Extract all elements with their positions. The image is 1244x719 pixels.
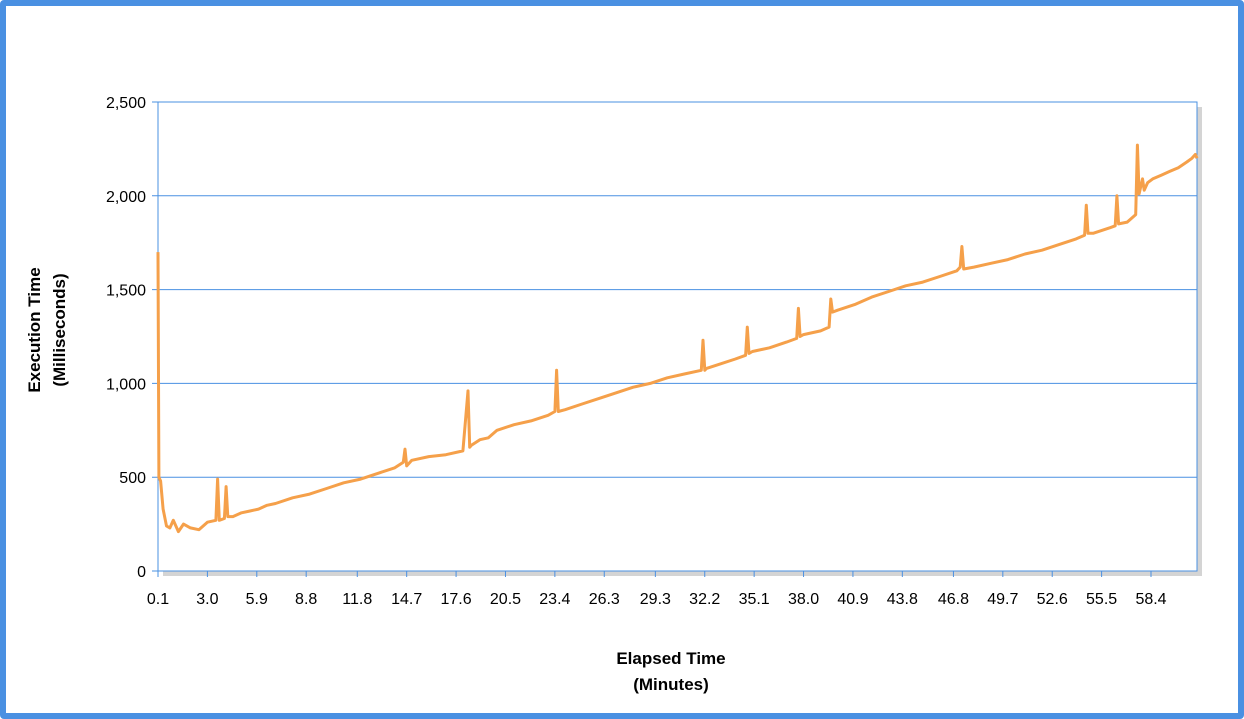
x-tick-label: 58.4 — [1135, 591, 1166, 608]
x-tick-label: 8.8 — [295, 591, 317, 608]
x-tick-label: 29.3 — [640, 591, 671, 608]
x-tick-label: 0.1 — [147, 591, 169, 608]
plot-area — [157, 101, 1198, 572]
y-axis-title-line2: (Milliseconds) — [50, 273, 69, 386]
x-tick-label: 14.7 — [391, 591, 422, 608]
y-axis-title-line1: Execution Time — [25, 267, 44, 392]
x-tick-label: 3.0 — [196, 591, 218, 608]
x-tick-label: 35.1 — [739, 591, 770, 608]
x-tick-label: 11.8 — [342, 591, 372, 608]
x-tick-label: 20.5 — [490, 591, 521, 608]
y-tick-label: 2,000 — [106, 189, 146, 206]
y-tick-label: 1,500 — [106, 283, 146, 300]
x-tick-label: 43.8 — [887, 591, 918, 608]
x-axis-title-line2: (Minutes) — [633, 675, 709, 694]
x-axis-tick-labels: 0.1 3.0 5.9 8.8 11.8 14.7 17.6 20.5 23.4 26.3 29.3… — [147, 570, 1197, 608]
x-tick-label: 55.5 — [1086, 591, 1117, 608]
x-tick-label: 46.8 — [938, 591, 969, 608]
series-group — [156, 143, 1199, 534]
x-tick-label: 23.4 — [539, 591, 570, 608]
gridlines — [152, 101, 1197, 572]
x-tick-label: 49.7 — [987, 591, 1018, 608]
x-tick-label: 32.2 — [689, 591, 720, 608]
x-tick-label: 38.0 — [788, 591, 819, 608]
x-tick-label: 26.3 — [589, 591, 620, 608]
x-tick-label: 40.9 — [837, 591, 868, 608]
series-line-1 — [156, 143, 1199, 534]
y-tick-label: 0 — [137, 564, 146, 581]
x-tick-label: 5.9 — [246, 591, 268, 608]
y-tick-label: 500 — [119, 470, 146, 487]
x-tick-label: 52.6 — [1037, 591, 1068, 608]
x-tick-label: 17.6 — [441, 591, 472, 608]
y-tick-label: 1,000 — [106, 376, 146, 393]
x-axis-title-line1: Elapsed Time — [616, 649, 725, 668]
y-axis-tick-labels: 0 500 1,000 1,500 2,000 2,500 — [106, 95, 146, 581]
y-tick-label: 2,500 — [106, 95, 146, 112]
